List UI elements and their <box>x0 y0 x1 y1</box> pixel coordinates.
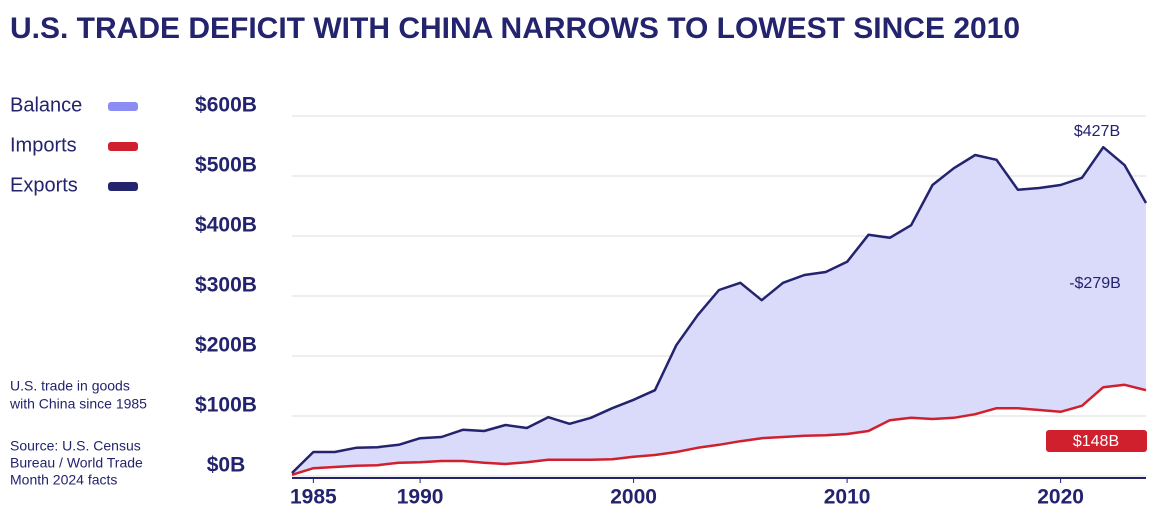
legend-label: Exports <box>10 174 78 196</box>
balance-area <box>292 147 1146 475</box>
legend-label: Balance <box>10 94 82 116</box>
annotation: -$279B <box>1069 275 1121 292</box>
source: Bureau / World Trade <box>10 455 143 471</box>
x-tick-label: 2010 <box>824 486 871 509</box>
x-tick-label: 1990 <box>397 486 444 509</box>
x-tick-label: 2000 <box>610 486 657 509</box>
y-tick-label: $500B <box>195 154 257 177</box>
x-tick-label: 1985 <box>290 486 337 509</box>
series-line <box>291 383 1147 476</box>
annotation-box <box>1046 430 1147 452</box>
y-tick-label: $100B <box>195 394 257 417</box>
legend-label: Imports <box>10 134 77 156</box>
series-line <box>291 145 1148 474</box>
y-tick-label: $300B <box>195 274 257 297</box>
annotation: $148B <box>1073 433 1119 450</box>
y-tick-label: $0B <box>207 454 246 477</box>
annotation: $427B <box>1074 123 1120 140</box>
note: U.S. trade in goods <box>10 378 130 394</box>
legend-swatch <box>108 102 138 111</box>
legend-swatch <box>108 142 138 151</box>
legend-swatch <box>108 182 138 191</box>
x-tick-label: 2020 <box>1037 486 1084 509</box>
note: with China since 1985 <box>9 396 147 412</box>
y-tick-label: $200B <box>195 334 257 357</box>
y-tick-label: $400B <box>195 214 257 237</box>
y-tick-label: $600B <box>195 94 257 117</box>
chart-title: U.S. TRADE DEFICIT WITH CHINA NARROWS TO… <box>10 12 1020 45</box>
source: Month 2024 facts <box>10 472 117 488</box>
source: Source: U.S. Census <box>10 438 141 454</box>
